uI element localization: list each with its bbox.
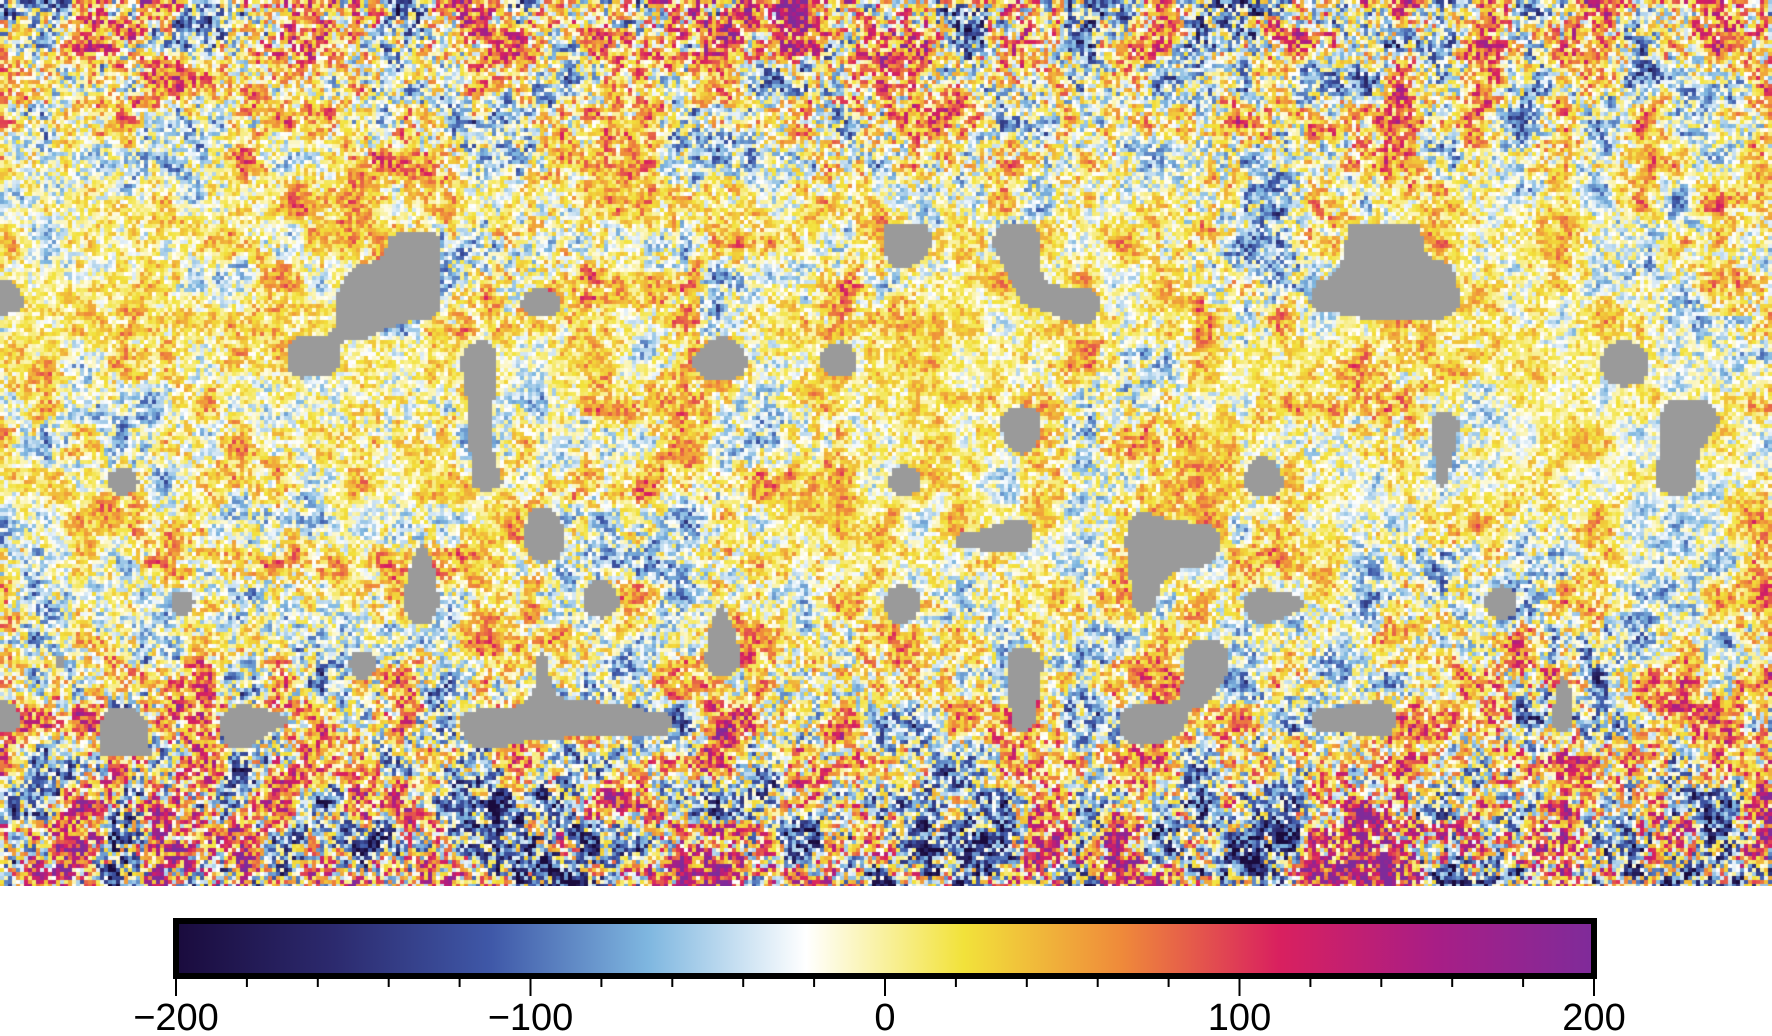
anomaly-map <box>0 0 1772 886</box>
colorbar: −200 −100 0 100 200 <box>133 918 1626 1036</box>
colorbar-ticks <box>175 976 1595 996</box>
colorbar-tick-labels: −200 −100 0 100 200 <box>133 997 1626 1036</box>
colorbar-tick-label: 100 <box>1208 997 1271 1036</box>
colorbar-tick-label: −100 <box>488 997 574 1036</box>
colorbar-tick-label: 200 <box>1562 997 1625 1036</box>
colorbar-gradient <box>176 921 1594 976</box>
colorbar-tick-label: 0 <box>874 997 895 1036</box>
colorbar-tick-label: −200 <box>133 997 219 1036</box>
anomaly-map-raster <box>0 0 1772 886</box>
